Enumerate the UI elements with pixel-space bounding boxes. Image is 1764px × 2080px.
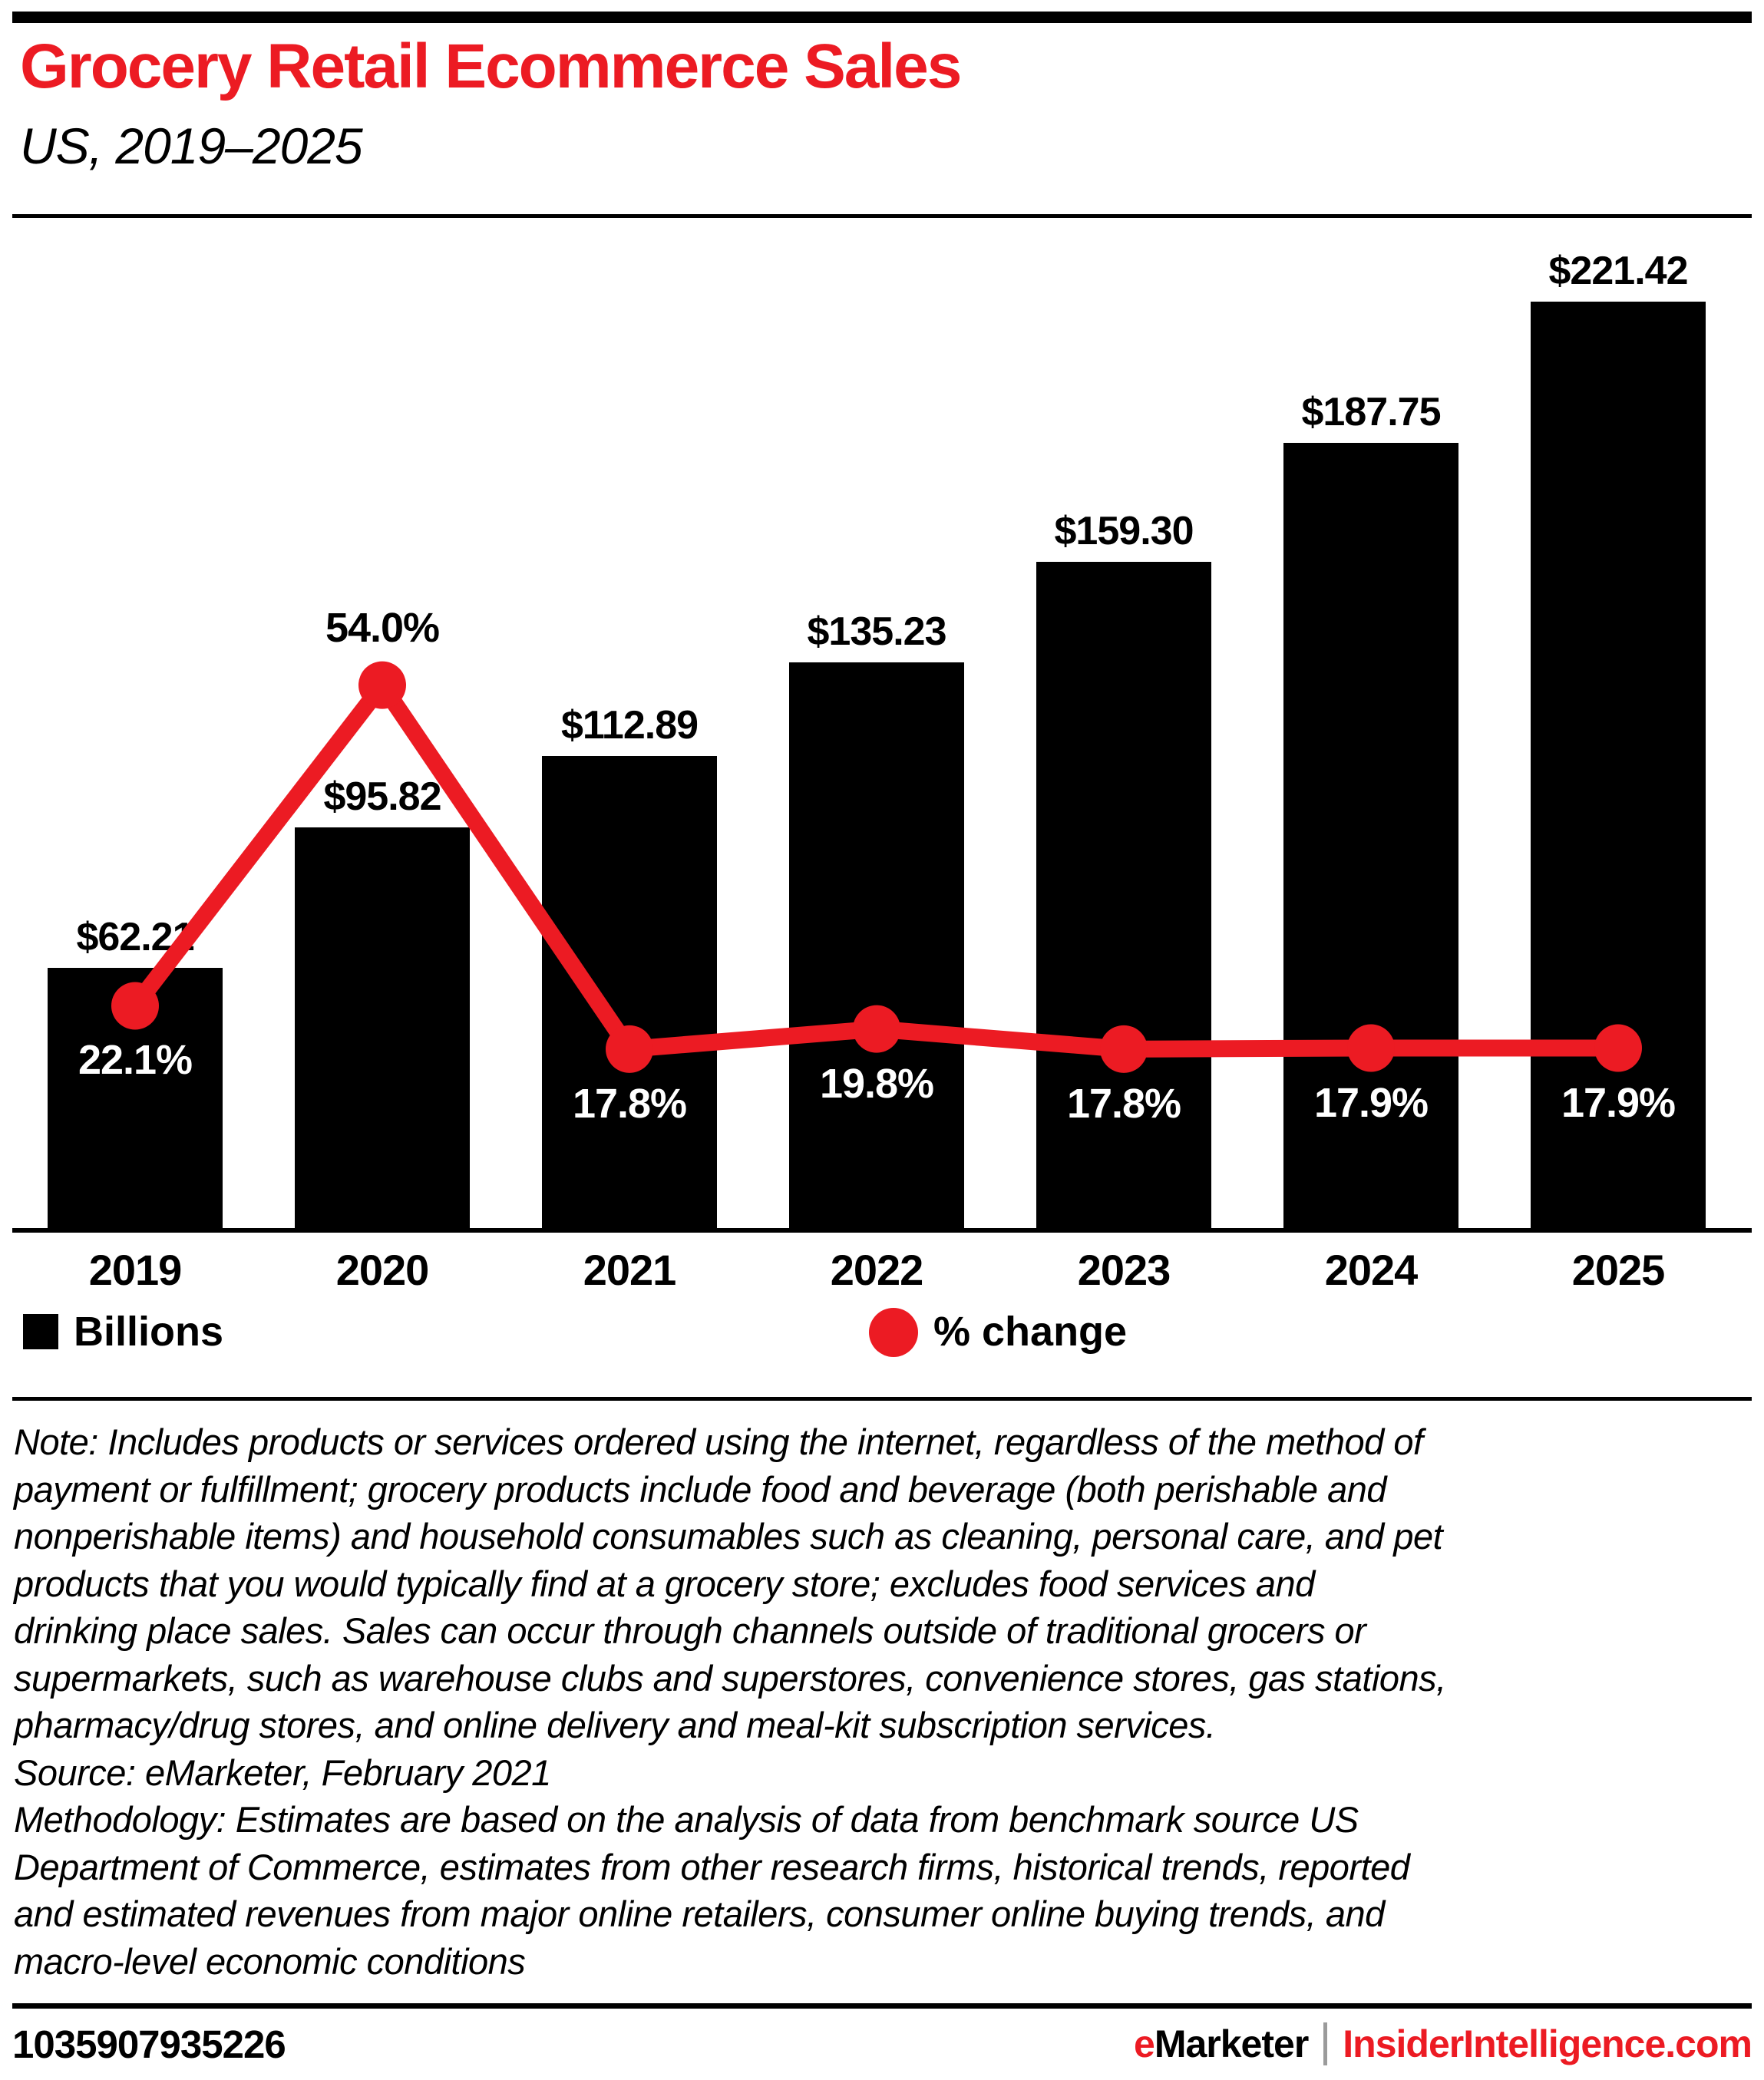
bar-value-label-2023: $159.30 [1054, 508, 1194, 553]
bar-value-label-2025: $221.42 [1548, 249, 1689, 294]
emarketer-logo-e: e [1134, 2022, 1155, 2065]
pct-label-2022: 19.8% [819, 1060, 934, 1107]
x-axis-label-2023: 2023 [1077, 1246, 1171, 1294]
bar-value-label-2024: $187.75 [1301, 389, 1442, 434]
page-subtitle: US, 2019–2025 [20, 117, 363, 174]
legend-bar-swatch [23, 1314, 58, 1349]
bar-2019 [48, 967, 223, 1228]
bar-2022 [789, 662, 964, 1228]
source-text: Source: eMarketer, February 2021 [14, 1751, 551, 1793]
notes-top-rule [12, 1397, 1752, 1401]
pct-label-2023: 17.8% [1066, 1080, 1181, 1127]
pct-label-2024: 17.9% [1313, 1079, 1429, 1126]
chart-top-rule [12, 214, 1752, 218]
footer-rule [12, 2003, 1752, 2009]
emarketer-logo-rest: Marketer [1154, 2022, 1309, 2065]
footer-branding: eMarketer InsiderIntelligence.com [1134, 2022, 1752, 2066]
pct-label-2020: 54.0% [325, 604, 440, 651]
note-text: Note: Includes products or services orde… [14, 1421, 1446, 1745]
notes-block: Note: Includes products or services orde… [14, 1418, 1753, 1985]
legend-bar-label: Billions [74, 1309, 224, 1355]
x-axis-label-2024: 2024 [1324, 1246, 1419, 1294]
pct-label-2021: 17.8% [572, 1080, 687, 1127]
pct-change-point-2020 [358, 661, 406, 709]
legend-line-label: % change [933, 1309, 1128, 1355]
chart-id-number: 1035907935226 [12, 2022, 286, 2066]
methodology-text: Methodology: Estimates are based on the … [14, 1799, 1410, 1982]
insider-intelligence-link: InsiderIntelligence.com [1343, 2022, 1752, 2065]
footer-divider-icon [1323, 2022, 1328, 2065]
x-axis-label-2020: 2020 [335, 1246, 430, 1294]
x-axis-label-2022: 2022 [830, 1246, 924, 1294]
top-black-bar [12, 12, 1752, 23]
x-axis-label-2025: 2025 [1571, 1246, 1666, 1294]
legend-line-dot-icon [869, 1308, 918, 1357]
emarketer-logo: eMarketer [1134, 2022, 1309, 2066]
bar-value-label-2020: $95.82 [323, 774, 441, 819]
bar-2020 [295, 827, 470, 1228]
x-axis-line [12, 1228, 1752, 1233]
page-title: Grocery Retail Ecommerce Sales [20, 31, 962, 101]
pct-label-2025: 17.9% [1561, 1079, 1676, 1126]
bar-value-label-2022: $135.23 [807, 609, 947, 654]
x-axis-label-2019: 2019 [88, 1246, 183, 1294]
bar-value-label-2021: $112.89 [560, 702, 699, 748]
pct-label-2019: 22.1% [78, 1037, 193, 1084]
bar-2021 [542, 755, 717, 1228]
bar-2023 [1036, 561, 1211, 1228]
bar-value-label-2019: $62.21 [76, 914, 194, 959]
x-axis-label-2021: 2021 [583, 1246, 677, 1294]
